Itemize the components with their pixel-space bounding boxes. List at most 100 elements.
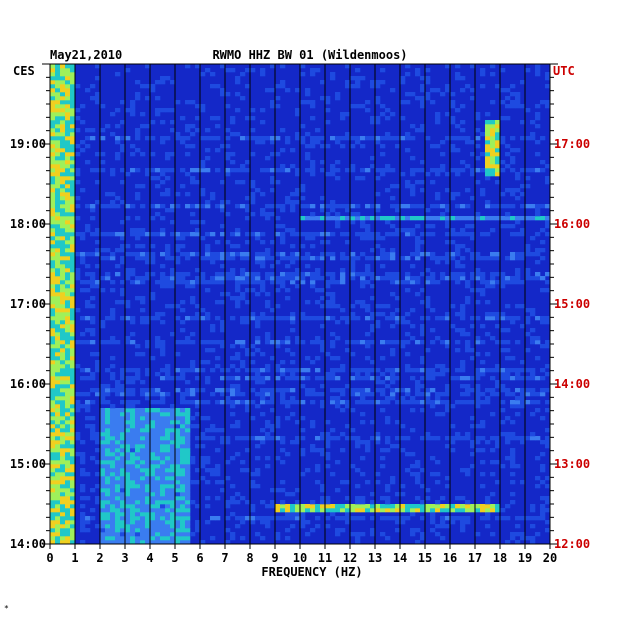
heatmap-cell <box>260 256 266 261</box>
heatmap-cell <box>180 540 186 545</box>
heatmap-cell <box>340 388 346 393</box>
heatmap-cell <box>290 388 296 393</box>
heatmap-cell <box>435 204 441 209</box>
heatmap-cell <box>440 496 446 501</box>
heatmap-cell <box>50 376 56 381</box>
heatmap-cell <box>110 428 116 433</box>
heatmap-cell <box>530 376 536 381</box>
heatmap-cell <box>55 108 61 113</box>
heatmap-cell <box>65 388 71 393</box>
heatmap-cell <box>415 224 421 229</box>
heatmap-cell <box>85 304 91 309</box>
heatmap-cell <box>490 124 496 129</box>
heatmap-cell <box>175 524 181 529</box>
heatmap-cell <box>280 460 286 465</box>
heatmap-cell <box>385 376 391 381</box>
heatmap-cell <box>530 372 536 377</box>
heatmap-cell <box>475 216 481 221</box>
heatmap-cell <box>145 396 151 401</box>
heatmap-cell <box>495 140 501 145</box>
heatmap-cell <box>165 528 171 533</box>
heatmap-cell <box>385 368 391 373</box>
heatmap-cell <box>465 248 471 253</box>
heatmap-cell <box>60 216 66 221</box>
heatmap-cell <box>280 392 286 397</box>
heatmap-cell <box>405 148 411 153</box>
heatmap-cell <box>50 284 56 289</box>
heatmap-cell <box>65 196 71 201</box>
heatmap-cell <box>160 508 166 513</box>
heatmap-cell <box>370 492 376 497</box>
heatmap-cell <box>315 340 321 345</box>
heatmap-cell <box>345 232 351 237</box>
heatmap-cell <box>515 464 521 469</box>
heatmap-cell <box>380 172 386 177</box>
heatmap-cell <box>370 84 376 89</box>
heatmap-cell <box>90 388 96 393</box>
heatmap-cell <box>485 160 491 165</box>
heatmap-cell <box>100 320 106 325</box>
heatmap-cell <box>235 232 241 237</box>
heatmap-cell <box>100 496 106 501</box>
heatmap-cell <box>65 512 71 517</box>
heatmap-cell <box>120 524 126 529</box>
heatmap-cell <box>170 256 176 261</box>
heatmap-cell <box>370 164 376 169</box>
heatmap-cell <box>345 64 351 69</box>
heatmap-cell <box>130 412 136 417</box>
heatmap-cell <box>320 404 326 409</box>
heatmap-cell <box>50 328 56 333</box>
heatmap-cell <box>320 316 326 321</box>
heatmap-cell <box>440 536 446 541</box>
heatmap-cell <box>285 376 291 381</box>
heatmap-cell <box>245 320 251 325</box>
heatmap-cell <box>160 460 166 465</box>
heatmap-cell <box>425 208 431 213</box>
heatmap-cell <box>140 432 146 437</box>
heatmap-cell <box>490 168 496 173</box>
heatmap-cell <box>135 232 141 237</box>
heatmap-cell <box>85 144 91 149</box>
heatmap-cell <box>65 336 71 341</box>
heatmap-cell <box>65 424 71 429</box>
heatmap-cell <box>520 304 526 309</box>
heatmap-cell <box>165 392 171 397</box>
heatmap-cell <box>80 288 86 293</box>
heatmap-cell <box>360 232 366 237</box>
heatmap-cell <box>240 136 246 141</box>
heatmap-cell <box>435 504 441 509</box>
heatmap-cell <box>300 72 306 77</box>
heatmap-cell <box>350 204 356 209</box>
heatmap-cell <box>80 540 86 545</box>
heatmap-cell <box>120 368 126 373</box>
heatmap-cell <box>85 408 91 413</box>
heatmap-cell <box>360 176 366 181</box>
heatmap-cell <box>65 524 71 529</box>
x-tick-label: 0 <box>46 551 53 565</box>
heatmap-cell <box>185 452 191 457</box>
heatmap-cell <box>125 136 131 141</box>
heatmap-cell <box>270 212 276 217</box>
heatmap-cell <box>160 412 166 417</box>
heatmap-cell <box>130 460 136 465</box>
heatmap-cell <box>280 168 286 173</box>
heatmap-cell <box>510 452 516 457</box>
heatmap-cell <box>280 276 286 281</box>
heatmap-cell <box>530 504 536 509</box>
heatmap-cell <box>225 152 231 157</box>
heatmap-cell <box>230 400 236 405</box>
heatmap-cell <box>345 112 351 117</box>
heatmap-cell <box>315 516 321 521</box>
heatmap-cell <box>230 272 236 277</box>
heatmap-cell <box>275 420 281 425</box>
heatmap-cell <box>165 280 171 285</box>
heatmap-cell <box>470 388 476 393</box>
heatmap-cell <box>205 316 211 321</box>
heatmap-cell <box>55 300 61 305</box>
heatmap-cell <box>295 272 301 277</box>
heatmap-cell <box>310 400 316 405</box>
heatmap-cell <box>325 144 331 149</box>
heatmap-cell <box>70 492 76 497</box>
heatmap-cell <box>260 516 266 521</box>
heatmap-cell <box>60 156 66 161</box>
